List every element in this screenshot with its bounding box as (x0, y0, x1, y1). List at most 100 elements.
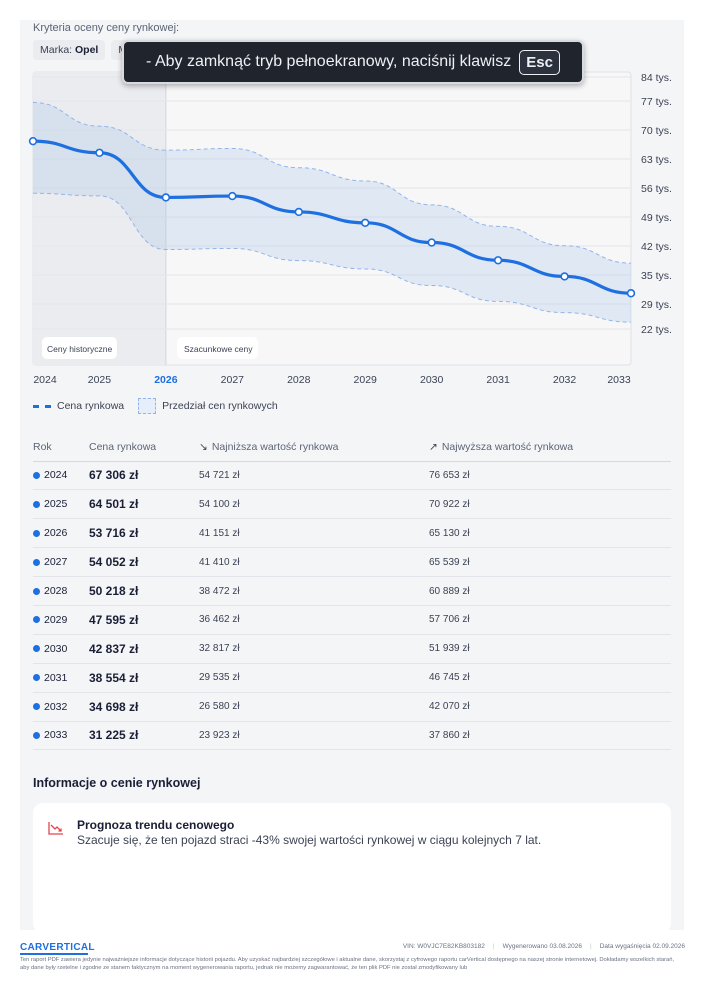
price-value: 34 698 zł (89, 699, 139, 714)
table-row: 2028 50 218 zł 38 472 zł 60 889 zł (33, 576, 671, 606)
cell-max: 60 889 zł (429, 576, 671, 606)
arrow-down-right-icon: ↘ (199, 440, 208, 453)
price-point-2033 (626, 289, 636, 298)
cell-year: 2027 (33, 547, 89, 578)
estimated-region-label: Szacunkowe ceny (184, 344, 253, 354)
header-min: ↘ Najniższa wartość rynkowa (199, 433, 429, 462)
cell-max: 65 130 zł (429, 518, 671, 549)
header-year: Rok (33, 433, 89, 462)
y-tick-label: 42 tys. (641, 241, 672, 253)
year-label: 2028 (44, 585, 68, 597)
trend-down-icon (48, 822, 63, 835)
year-label: 2033 (44, 729, 68, 742)
brand-logo: CARVERTICAL (20, 942, 95, 953)
year-dot (33, 616, 40, 624)
table-row: 2030 42 837 zł 32 817 zł 51 939 zł (33, 634, 671, 664)
year-dot (33, 674, 40, 682)
price-point-2026 (161, 193, 171, 202)
y-tick-label: 77 tys. (641, 96, 672, 108)
y-tick-label: 49 tys. (641, 212, 672, 224)
year-dot (33, 471, 40, 479)
price-point-2031 (493, 256, 503, 265)
year-dot (33, 731, 40, 739)
cell-year: 2026 (33, 518, 89, 549)
x-tick-label: 2031 (486, 374, 510, 386)
esc-key: Esc (519, 49, 560, 75)
cell-min: 41 410 zł (199, 547, 429, 578)
price-value: 31 225 zł (89, 728, 139, 743)
legend-band-swatch (138, 398, 157, 414)
price-value: 67 306 zł (89, 468, 139, 483)
price-value: 47 595 zł (89, 612, 139, 627)
year-dot (33, 587, 40, 595)
trend-title: Prognoza trendu cenowego (77, 818, 235, 832)
year-dot (33, 558, 40, 566)
legend-item-price: Cena rynkowa (33, 400, 124, 412)
price-value: 53 716 zł (89, 526, 139, 541)
price-point-2028 (294, 207, 303, 217)
x-tick-label: 2029 (354, 374, 378, 386)
cell-min: 26 580 zł (199, 692, 429, 722)
table-row: 2029 47 595 zł 36 462 zł 57 706 zł (33, 605, 671, 635)
historical-region (33, 72, 166, 365)
cell-price: 42 837 zł (89, 634, 199, 664)
table-row: 2031 38 554 zł 29 535 zł 46 745 zł (33, 663, 671, 693)
legend-range-label: Przedział cen rynkowych (162, 400, 278, 412)
footer-vin: VIN: W0VJC7E82KB803182 (402, 943, 485, 950)
footer-separator: | (492, 943, 495, 950)
cell-price: 53 716 zł (89, 518, 199, 549)
year-label: 2027 (44, 556, 68, 569)
year-label: 2030 (44, 642, 68, 655)
cell-year: 2030 (33, 634, 89, 664)
cell-price: 31 225 zł (89, 721, 199, 751)
footer-separator: | (590, 943, 592, 950)
footer-generated: Wygenerowano 03.08.2026 (502, 943, 583, 950)
criteria-chip-make: Marka: Opel (33, 40, 106, 60)
y-tick-label: 84 tys. (641, 72, 672, 84)
chart-legend: Cena rynkowa Przedział cen rynkowych (33, 398, 278, 414)
x-tick-label: 2024 (33, 374, 57, 386)
fullscreen-exit-banner: - Aby zamknąć tryb pełnoekranowy, naciśn… (122, 40, 584, 84)
footer-disclaimer: Ten raport PDF zawiera jedynie najważnie… (20, 957, 675, 971)
cell-year: 2029 (33, 605, 89, 635)
header-max: ↗ Najwyższa wartość rynkowa (429, 433, 671, 462)
x-tick-label: 2025 (88, 374, 112, 386)
cell-price: 64 501 zł (89, 489, 199, 520)
price-range-band (33, 102, 631, 323)
cell-max: 57 706 zł (429, 605, 671, 635)
year-dot (33, 529, 40, 537)
cell-max: 37 860 zł (429, 721, 671, 751)
legend-price-label: Cena rynkowa (57, 400, 125, 412)
year-label: 2029 (44, 613, 68, 626)
cell-year: 2031 (33, 663, 89, 693)
cell-year: 2024 (33, 461, 89, 491)
cell-max: 46 745 zł (429, 663, 671, 693)
y-tick-label: 22 tys. (641, 324, 672, 336)
brand-underline (20, 953, 88, 955)
cell-price: 34 698 zł (89, 692, 199, 722)
table-row: 2033 31 225 zł 23 923 zł 37 860 zł (33, 721, 671, 751)
cell-min: 23 923 zł (199, 721, 429, 751)
cell-year: 2033 (33, 721, 89, 751)
table-header-row: Rok Cena rynkowa ↘ Najniższa wartość rynk… (33, 433, 671, 462)
historical-region-label: Ceny historyczne (47, 344, 112, 354)
year-label: 2031 (44, 671, 68, 684)
year-label: 2026 (44, 527, 68, 540)
y-tick-label: 63 tys. (641, 154, 672, 166)
year-label: 2024 (44, 469, 68, 482)
price-point-2027 (228, 191, 237, 201)
price-point-2030 (427, 238, 436, 247)
cell-year: 2025 (33, 489, 89, 520)
cell-year: 2028 (33, 576, 89, 606)
trend-card: Prognoza trendu cenowego Szacuje się, że… (33, 803, 671, 933)
price-value: 54 052 zł (89, 555, 139, 570)
legend-item-range: Przedział cen rynkowych (138, 398, 278, 414)
x-tick-label: 2033 (607, 374, 631, 386)
price-value: 64 501 zł (89, 497, 139, 512)
cell-min: 54 721 zł (199, 461, 429, 491)
x-tick-label: 2026 (154, 374, 178, 386)
x-tick-label: 2028 (287, 374, 311, 386)
price-table: Rok Cena rynkowa ↘ Najniższa wartość rynk… (33, 433, 671, 751)
cell-year: 2032 (33, 692, 89, 722)
cell-min: 29 535 zł (199, 663, 429, 693)
